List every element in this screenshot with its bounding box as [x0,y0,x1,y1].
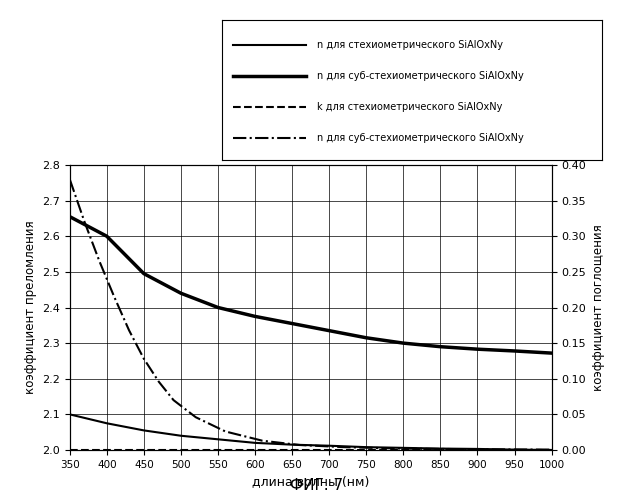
Text: ФИГ. 7: ФИГ. 7 [290,478,344,493]
Text: n для суб-стехиометрического SiAlOxNy: n для суб-стехиометрического SiAlOxNy [317,71,524,81]
Y-axis label: коэффициент поглощения: коэффициент поглощения [592,224,605,391]
Text: n для стехиометрического SiAlOxNy: n для стехиометрического SiAlOxNy [317,40,503,50]
Text: n для суб-стехиометрического SiAlOxNy: n для суб-стехиометрического SiAlOxNy [317,132,524,142]
Text: k для стехиометрического SiAlOxNy: k для стехиометрического SiAlOxNy [317,102,502,112]
X-axis label: длина волны (нм): длина волны (нм) [252,476,370,488]
Y-axis label: коэффициент преломления: коэффициент преломления [23,220,37,394]
